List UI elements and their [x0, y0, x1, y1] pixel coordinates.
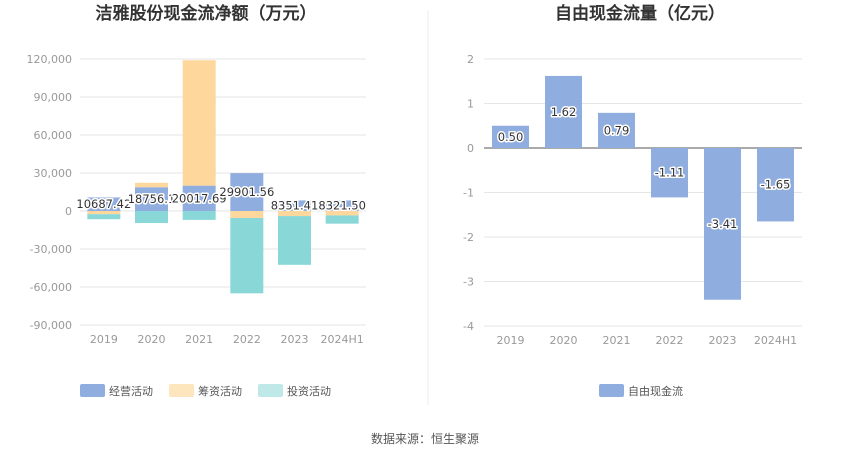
x-tick-label: 2021	[603, 334, 631, 347]
chart-title: 洁雅股份现金流净额（万元）	[96, 3, 317, 24]
y-tick-label: 60,000	[34, 129, 73, 142]
legend-label: 筹资活动	[198, 384, 242, 398]
x-tick-label: 2023	[709, 334, 737, 347]
data-label: 0.50	[498, 130, 524, 144]
x-tick-label: 2023	[281, 333, 309, 346]
legend-swatch	[599, 384, 624, 397]
data-label: 20017.69	[172, 191, 227, 205]
bar-free-cash-flow	[704, 148, 741, 300]
y-gridlines	[80, 58, 366, 326]
bar-investing	[325, 215, 359, 224]
y-tick-labels: -90,000 -60,000 -30,000 0 30,000 60,000 90,000…	[27, 53, 73, 332]
bar-operating	[230, 173, 264, 211]
y-tick-label: 2	[467, 53, 474, 66]
bar-investing	[278, 216, 311, 265]
data-label: 18756.1	[128, 192, 176, 206]
bar-financing	[230, 211, 264, 218]
data-label: 8321.50	[318, 199, 366, 213]
y-tick-label: -1	[463, 187, 474, 200]
data-label: 8351.41	[271, 199, 319, 213]
data-label: -1.11	[655, 166, 685, 180]
data-label: 1.62	[551, 105, 577, 119]
bar-free-cash-flow	[598, 112, 635, 148]
x-tick-label: 2020	[550, 334, 578, 347]
legend: 经营活动 筹资活动 投资活动	[80, 384, 331, 398]
y-tick-label: 0	[65, 205, 72, 218]
y-tick-label: 30,000	[34, 167, 73, 180]
bars	[87, 60, 359, 294]
x-tick-label: 2024H1	[321, 333, 364, 346]
bar-free-cash-flow	[545, 75, 582, 148]
y-tick-label: 90,000	[34, 91, 73, 104]
bar-investing	[135, 211, 168, 224]
bar-financing	[182, 60, 216, 186]
source-note: 数据来源：恒生聚源	[371, 431, 479, 446]
bars	[492, 75, 794, 300]
y-gridlines	[484, 58, 802, 327]
bar-operating	[87, 197, 121, 211]
legend-label: 投资活动	[287, 384, 331, 398]
x-tick-label: 2019	[497, 334, 525, 347]
data-label: 29901.56	[219, 185, 274, 199]
y-tick-label: -2	[463, 231, 474, 244]
bar-operating	[278, 200, 311, 211]
bar-free-cash-flow	[492, 125, 529, 148]
data-labels: 0.50 1.62 0.79 -1.11 -3.41 -1.65	[496, 103, 792, 232]
y-tick-labels: -4 -3 -2 -1 0 1 2	[463, 53, 474, 333]
x-tick-labels: 2019 2020 2021 2022 2023 2024H1	[90, 333, 364, 346]
legend-label: 自由现金流	[628, 384, 683, 398]
y-tick-label: -30,000	[30, 243, 72, 256]
y-tick-label: -60,000	[30, 281, 72, 294]
legend-swatch	[169, 384, 194, 397]
x-tick-label: 2022	[656, 334, 684, 347]
legend-label: 经营活动	[109, 384, 153, 398]
bar-financing	[325, 211, 359, 216]
y-tick-label: 120,000	[27, 53, 73, 66]
data-label: -3.41	[708, 217, 738, 231]
cash-flow-net-chart: 洁雅股份现金流净额（万元） -90,000 -60,000 -30,000 0 30,0…	[27, 3, 368, 398]
bar-investing	[87, 214, 121, 220]
y-tick-label: -4	[463, 320, 474, 333]
bar-operating	[182, 185, 216, 211]
chart-title: 自由现金流量（亿元）	[555, 3, 725, 24]
bar-investing	[182, 211, 216, 220]
bar-financing	[278, 211, 311, 217]
bar-free-cash-flow	[651, 148, 688, 198]
legend: 自由现金流	[599, 384, 683, 398]
legend-swatch	[258, 384, 283, 397]
x-tick-label: 2020	[138, 333, 166, 346]
bar-operating	[135, 187, 168, 211]
x-tick-labels: 2019 2020 2021 2022 2023 2024H1	[497, 334, 798, 347]
data-label: -1.65	[761, 178, 791, 192]
legend-swatch	[80, 384, 105, 397]
y-tick-label: 1	[467, 98, 474, 111]
bar-free-cash-flow	[757, 148, 794, 222]
x-tick-label: 2024H1	[754, 334, 797, 347]
bar-investing	[230, 217, 264, 294]
x-tick-label: 2019	[90, 333, 118, 346]
data-label: 0.79	[604, 123, 630, 137]
y-tick-label: 0	[467, 142, 474, 155]
y-tick-label: -3	[463, 276, 474, 289]
y-tick-label: -90,000	[30, 319, 72, 332]
bar-financing	[135, 182, 168, 188]
bar-operating	[325, 200, 359, 211]
bar-financing	[87, 211, 121, 215]
x-tick-label: 2022	[233, 333, 261, 346]
x-tick-label: 2021	[185, 333, 213, 346]
data-label: 10687.42	[76, 197, 131, 211]
